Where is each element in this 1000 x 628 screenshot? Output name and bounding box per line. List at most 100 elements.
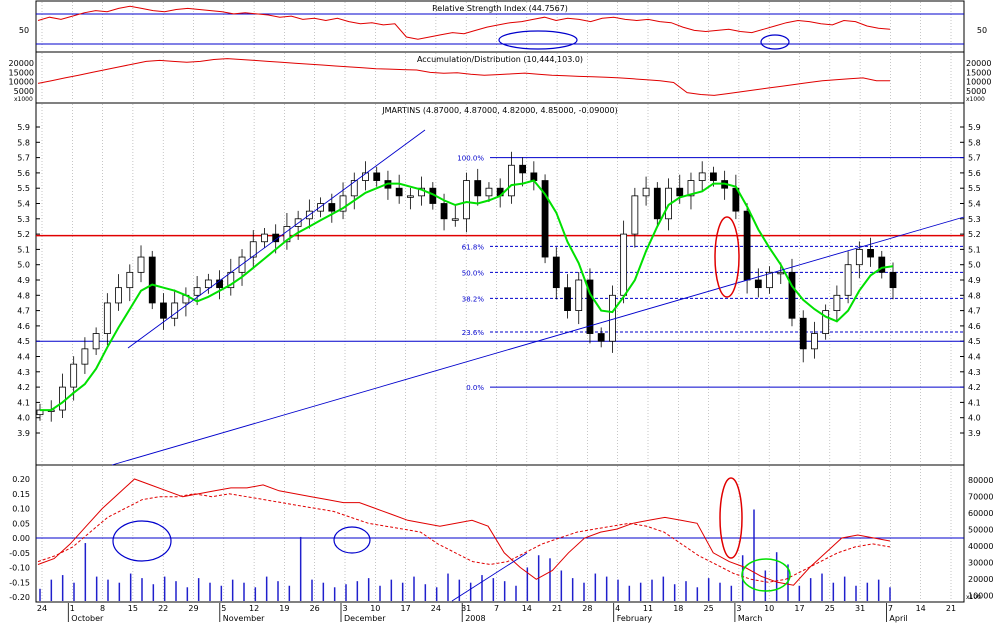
price-right-tick: 4.8	[968, 291, 981, 300]
fib-level-label: 23.6%	[462, 329, 485, 337]
price-title: JMARTINS (4.87000, 4.87000, 4.82000, 4.8…	[381, 106, 617, 115]
candle-body	[687, 180, 695, 197]
macd-y-tick: 0.00	[12, 534, 30, 543]
candle-body	[541, 180, 549, 258]
rsi-highlight-ellipse	[760, 34, 790, 50]
x-tick-label: 31	[855, 604, 865, 613]
candle-body	[743, 210, 751, 281]
x-tick-label: 3	[342, 604, 347, 613]
candle-body	[855, 248, 863, 266]
price-y-tick: 5.7	[17, 154, 30, 163]
x-tick-label: 19	[279, 604, 289, 613]
ad-right-tick: 15000	[966, 68, 991, 77]
price-y-tick: 5.0	[17, 261, 30, 270]
candle-body	[373, 172, 381, 181]
trendline-macd	[451, 552, 528, 602]
macd-y-tick: 0.20	[12, 475, 30, 484]
price-right-tick: 5.9	[968, 123, 981, 132]
month-label: March	[738, 614, 762, 623]
ad-plot	[37, 58, 891, 96]
trendline-upper	[127, 129, 426, 349]
macd-volume-panel	[35, 464, 965, 603]
month-label: December	[344, 614, 386, 623]
macd-y-tick: -0.10	[9, 564, 30, 573]
x-tick-label: 29	[188, 604, 198, 613]
volume-right-tick: 10000	[968, 592, 993, 601]
x-tick-label: 17	[401, 604, 411, 613]
candle-body	[350, 180, 358, 197]
price-right-tick: 4.6	[968, 322, 981, 331]
candle-body	[844, 264, 852, 296]
candle-body	[204, 279, 212, 289]
price-y-tick: 5.3	[17, 215, 30, 224]
price-right-tick: 5.1	[968, 245, 981, 254]
x-tick-label: 15	[128, 604, 138, 613]
price-y-tick: 4.1	[17, 398, 30, 407]
candle-body	[642, 187, 650, 197]
price-y-tick: 5.9	[17, 123, 30, 132]
month-label: April	[889, 614, 907, 623]
fib-level-label: 100.0%	[457, 155, 484, 163]
ad-y-tick: 5000	[14, 87, 34, 96]
price-highlight-ellipse	[714, 216, 740, 298]
x-tick-label: 31	[461, 604, 471, 613]
ad-y-tick: 20000	[9, 59, 34, 68]
candle-body	[485, 187, 493, 197]
x-tick-label: 5	[221, 604, 226, 613]
rsi-plot	[37, 5, 891, 40]
price-right-tick: 4.7	[968, 307, 981, 316]
candle-body	[451, 218, 459, 221]
price-right-tick: 4.9	[968, 276, 981, 285]
trendline-lower	[111, 216, 965, 466]
ad-y-tick: 15000	[9, 68, 34, 77]
candle-body	[552, 256, 560, 289]
price-y-tick: 4.8	[17, 291, 30, 300]
candle-body	[575, 279, 583, 312]
candle-body	[507, 164, 515, 197]
month-label: February	[617, 614, 653, 623]
x-tick-label: 10	[370, 604, 380, 613]
candle-body	[81, 348, 89, 365]
candle-body	[418, 187, 426, 197]
candle-body	[126, 271, 134, 289]
price-right-tick: 5.8	[968, 138, 981, 147]
fib-level-label: 61.8%	[462, 243, 485, 251]
candle-body	[766, 271, 773, 289]
month-label: November	[223, 614, 265, 623]
x-tick-label: 10	[764, 604, 774, 613]
volume-right-tick: 30000	[968, 559, 993, 568]
candle-body	[698, 172, 706, 181]
rsi-right-tick: 50	[977, 26, 987, 35]
candle-body	[597, 333, 605, 342]
x-tick-label: 25	[825, 604, 835, 613]
x-tick-label: 25	[704, 604, 714, 613]
price-y-tick: 4.0	[17, 414, 30, 423]
x-tick-label: 8	[100, 604, 105, 613]
macd-y-tick: 0.15	[12, 490, 30, 499]
price-plot	[36, 151, 897, 422]
x-tick-label: 11	[643, 604, 653, 613]
candle-body	[564, 287, 571, 311]
macd-scale-right: x100	[966, 594, 981, 601]
month-label: 2008	[465, 614, 485, 623]
price-right-tick: 4.3	[968, 368, 981, 377]
x-tick-label: 14	[916, 604, 926, 613]
x-tick-label: 7	[888, 604, 893, 613]
ad-y-tick: 10000	[9, 78, 34, 87]
candle-body	[777, 271, 785, 275]
candle-body	[171, 302, 179, 319]
candle-body	[328, 203, 336, 212]
price-right-tick: 5.0	[968, 261, 981, 270]
price-right-tick: 5.3	[968, 215, 981, 224]
candle-body	[799, 317, 807, 350]
x-tick-label: 12	[249, 604, 259, 613]
price-y-tick: 5.2	[17, 230, 30, 239]
candle-body	[406, 195, 414, 198]
fib-level-label: 38.2%	[462, 295, 485, 303]
price-right-tick: 3.9	[968, 429, 981, 438]
macd-highlight-ellipse	[741, 558, 791, 592]
candle-body	[631, 195, 639, 235]
rsi-title: Relative Strength Index (44.7567)	[432, 4, 568, 13]
candle-body	[676, 187, 684, 197]
ad-right-tick: 5000	[966, 87, 986, 96]
